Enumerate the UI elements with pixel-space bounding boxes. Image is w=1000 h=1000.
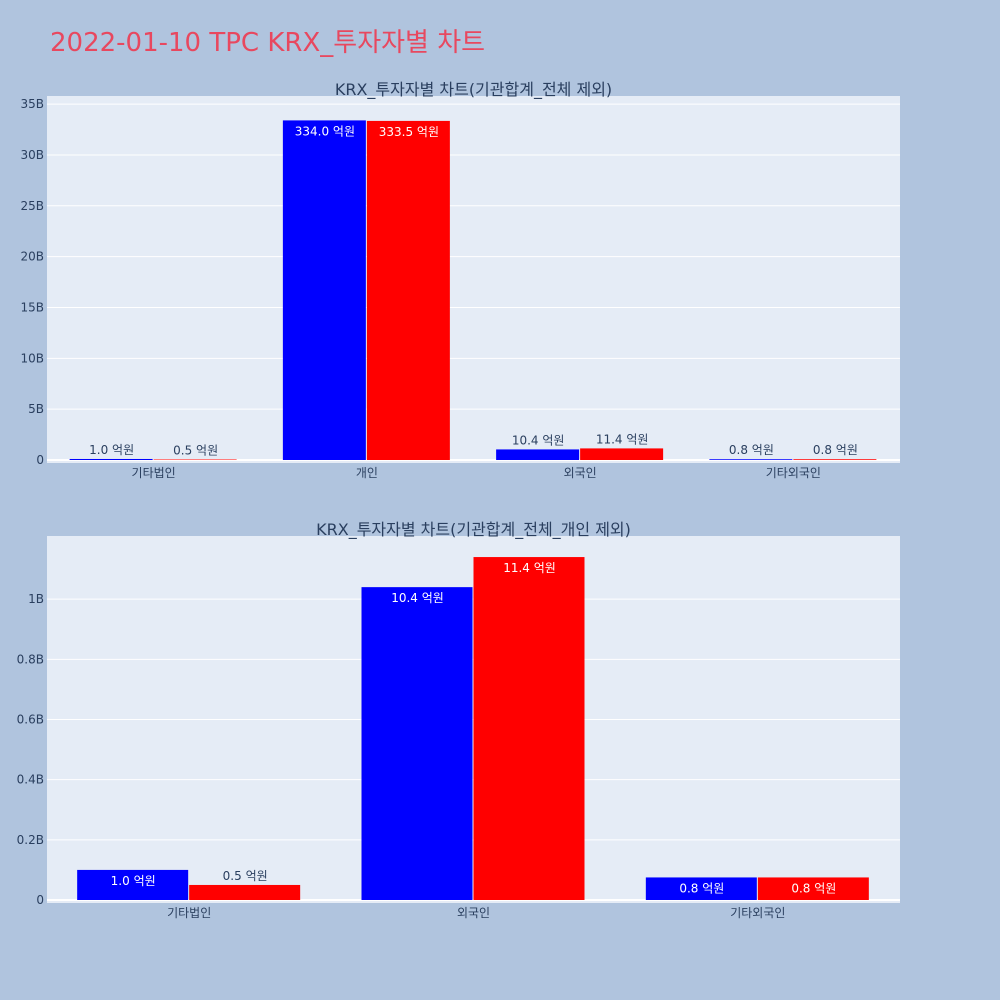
y-tick-label: 0 — [36, 893, 44, 907]
bar — [496, 449, 580, 460]
bar-value-label: 1.0 억원 — [111, 874, 156, 888]
bar — [757, 877, 869, 900]
investor-chart-all: KRX_투자자별 차트(기관합계_전체 제외) 0 5B 10B 15B 20B 25B 30… — [20, 80, 900, 480]
y-tick-label: 15B — [20, 300, 44, 314]
bar — [366, 120, 450, 460]
bar-value-label: 334.0 억원 — [295, 124, 355, 138]
y-tick-label: 0.8B — [17, 652, 44, 666]
bar-value-label: 10.4 억원 — [391, 591, 444, 605]
x-tick-label: 기타법인 — [132, 466, 176, 480]
y-tick-label: 30B — [20, 148, 44, 162]
y-tick-label: 20B — [20, 250, 44, 264]
investor-chart-excluding-individual: KRX_투자자별 차트(기관합계_전체_개인 제외) 0 0.2B 0.4B 0.6B 0… — [17, 520, 900, 920]
bar-value-label: 0.8 억원 — [791, 881, 836, 895]
y-tick-label: 0.4B — [17, 773, 44, 787]
y-tick-label: 5B — [28, 402, 44, 416]
bar-value-label: 11.4 억원 — [503, 561, 556, 575]
bar-value-label: 0.8 억원 — [679, 881, 724, 895]
plot-area — [47, 96, 900, 463]
x-tick-label: 기타외국인 — [730, 906, 785, 920]
bar — [645, 877, 757, 900]
bar-value-label: 0.8 억원 — [729, 443, 774, 457]
x-tick-label: 기타외국인 — [766, 466, 821, 480]
bar-value-label: 333.5 억원 — [379, 125, 439, 139]
y-tick-label: 10B — [20, 351, 44, 365]
bar-value-label: 0.5 억원 — [223, 869, 268, 883]
y-tick-label: 0.2B — [17, 833, 44, 847]
x-tick-label: 개인 — [356, 466, 378, 480]
chart-title: KRX_투자자별 차트(기관합계_전체_개인 제외) — [316, 520, 631, 540]
bar — [709, 459, 793, 460]
chart-title: KRX_투자자별 차트(기관합계_전체 제외) — [335, 80, 612, 100]
y-tick-label: 1B — [28, 592, 44, 606]
y-tick-label: 35B — [20, 97, 44, 111]
y-tick-label: 0.6B — [17, 713, 44, 727]
bar — [793, 459, 877, 460]
bar — [153, 459, 237, 460]
bar — [473, 557, 585, 900]
bar — [361, 587, 473, 900]
bar-value-label: 11.4 억원 — [596, 432, 649, 446]
x-tick-label: 기타법인 — [167, 906, 211, 920]
bar — [580, 448, 664, 460]
page-title: 2022-01-10 TPC KRX_투자자별 차트 — [50, 28, 486, 58]
x-tick-label: 외국인 — [457, 906, 490, 920]
bar-value-label: 0.8 억원 — [813, 443, 858, 457]
bar — [282, 120, 366, 461]
bar — [77, 869, 189, 900]
bar-value-label: 0.5 억원 — [173, 443, 218, 457]
x-tick-label: 외국인 — [564, 466, 597, 480]
bar-value-label: 10.4 억원 — [512, 433, 565, 447]
bar-value-label: 1.0 억원 — [89, 443, 134, 457]
y-tick-label: 0 — [36, 453, 44, 467]
y-tick-label: 25B — [20, 199, 44, 213]
bar — [189, 884, 301, 900]
bar — [69, 458, 153, 460]
